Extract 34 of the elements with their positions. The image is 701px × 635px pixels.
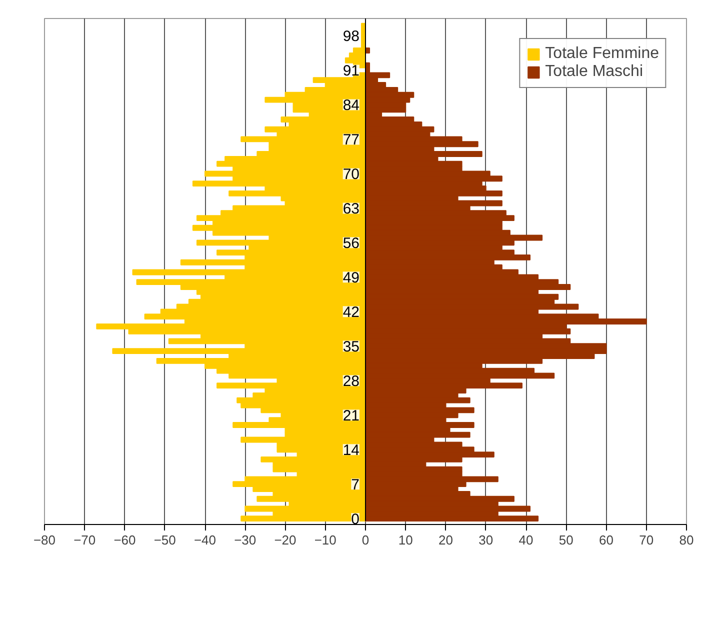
x-tick-label: −50	[154, 532, 176, 548]
x-tick-label: −60	[114, 532, 136, 548]
x-tick-label: 30	[478, 532, 494, 548]
y-tick-label: 84	[342, 97, 360, 114]
y-tick-label: 49	[342, 270, 360, 287]
y-tick-label: 56	[342, 235, 360, 252]
x-tick-label: −30	[234, 532, 256, 548]
x-tick-label: −70	[74, 532, 96, 548]
y-tick-label: 77	[342, 132, 360, 149]
y-tick-label: 98	[342, 28, 360, 46]
y-tick-label: 28	[342, 373, 360, 390]
y-tick-label: 0	[351, 511, 360, 528]
x-tick-label: 60	[599, 532, 614, 548]
x-tick-label: −20	[274, 532, 296, 548]
y-tick-label: 14	[342, 442, 360, 460]
y-tick-label: 35	[342, 338, 360, 356]
x-tick-label: 80	[679, 532, 694, 548]
x-tick-label: 0	[362, 532, 370, 548]
legend-label: Totale Maschi	[545, 63, 643, 81]
x-tick-label: 10	[398, 532, 413, 548]
x-tick-label: 40	[518, 532, 534, 548]
x-tick-label: 20	[438, 532, 453, 548]
x-tick-label: −10	[314, 532, 336, 548]
y-tick-label: 70	[342, 166, 360, 184]
x-tick-label: 50	[558, 532, 574, 548]
y-tick-label: 63	[342, 200, 360, 218]
y-tick-label: 91	[342, 62, 360, 80]
y-tick-label: 42	[342, 304, 360, 322]
y-tick-label: 7	[351, 476, 360, 494]
x-tick-label: −80	[33, 532, 56, 548]
legend-label: Totale Femmine	[545, 45, 659, 63]
x-tick-label: −40	[194, 532, 216, 548]
x-tick-label: 70	[639, 532, 654, 548]
y-tick-label: 21	[342, 408, 360, 425]
